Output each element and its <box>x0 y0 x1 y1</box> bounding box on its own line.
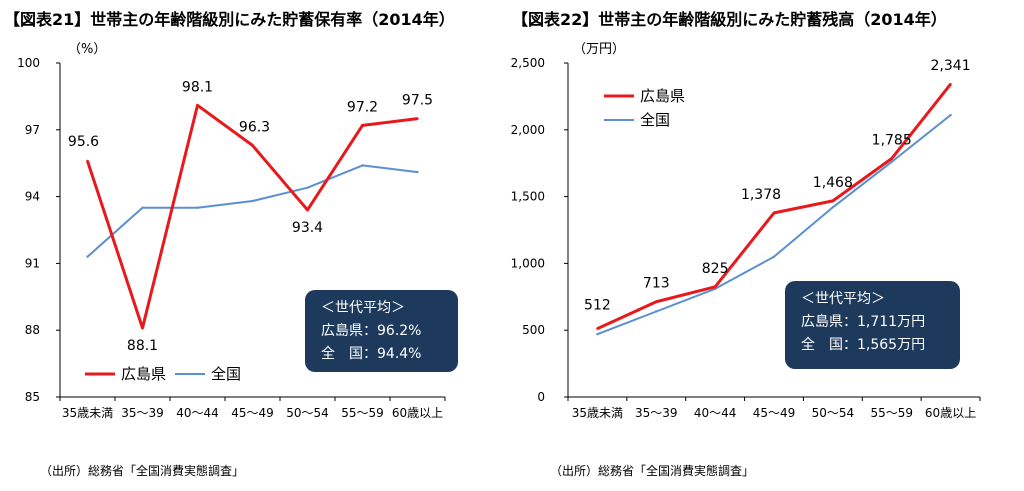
right-series-0-point <box>831 199 835 203</box>
left-series-0-point <box>141 326 144 330</box>
right-series-0-point <box>772 211 776 215</box>
right-series-1-point <box>772 255 776 258</box>
right-y-tick-label: 0 <box>537 390 545 404</box>
right-average-box-line2: 全 国：1,565万円 <box>801 336 925 353</box>
left-x-tick-label: 55～59 <box>341 406 384 420</box>
left-data-label: 98.1 <box>182 79 213 95</box>
left-series-0-point <box>86 159 89 163</box>
right-x-tick-label: 55～59 <box>870 406 913 420</box>
left-series-1-point <box>141 206 144 209</box>
right-data-label: 512 <box>584 298 611 314</box>
right-series-1-point <box>890 160 893 164</box>
right-data-label: 713 <box>643 276 670 292</box>
left-x-tick-label: 60歳以上 <box>392 406 443 420</box>
right-series-0-point <box>655 300 658 303</box>
right-series-1-point <box>596 333 599 336</box>
right-x-tick-label: 50～54 <box>812 406 855 420</box>
left-series-1-point <box>86 255 89 258</box>
left-series-1-point <box>196 206 199 209</box>
left-x-tick-label: 40～44 <box>176 406 219 420</box>
left-data-label: 95.6 <box>68 134 99 150</box>
right-series-1-point <box>831 206 835 209</box>
left-y-tick-label: 94 <box>25 190 40 204</box>
right-series-0-point <box>949 83 952 86</box>
left-average-box-title: ＜世代平均＞ <box>321 300 405 316</box>
right-y-tick-label: 1,000 <box>511 256 545 270</box>
right-data-label: 1,468 <box>813 175 853 191</box>
left-y-tick-label: 88 <box>25 323 40 337</box>
right-x-tick-label: 45～49 <box>753 406 796 420</box>
left-data-label: 93.4 <box>292 220 323 236</box>
left-x-tick-label: 35～39 <box>121 406 164 420</box>
left-average-box <box>305 290 458 372</box>
left-x-tick-label: 35歳未満 <box>62 406 113 420</box>
left-series-1-point <box>416 170 419 174</box>
left-legend-label-0: 広島県 <box>121 365 166 383</box>
left-average-box-line1: 広島県：96.2% <box>321 323 421 339</box>
left-legend-label-1: 全国 <box>211 365 241 383</box>
right-x-tick-label: 35歳未満 <box>572 406 623 420</box>
right-x-tick-label: 35～39 <box>635 406 678 420</box>
right-chart-source: （出所）総務省「全国消費実態調査」 <box>550 464 755 478</box>
right-average-box <box>785 281 960 369</box>
left-data-label: 96.3 <box>239 119 270 135</box>
right-y-tick-label: 2,500 <box>511 56 545 70</box>
right-series-1-point <box>949 113 952 117</box>
right-data-label: 1,785 <box>872 133 912 149</box>
left-x-tick-label: 45～49 <box>231 406 274 420</box>
right-chart: 0 500 1,000 1,500 2,000 2,500 35歳未満 35～39 40～44 4… <box>511 42 981 420</box>
right-y-tick-label: 500 <box>522 323 545 337</box>
left-series-0-point <box>251 144 254 147</box>
left-y-tick-label: 100 <box>17 56 40 70</box>
right-data-label: 2,341 <box>931 58 971 74</box>
left-series-0-point <box>416 117 419 120</box>
right-unit-label: （万円） <box>573 42 625 57</box>
left-y-tick-label: 91 <box>25 256 40 270</box>
right-data-label: 1,378 <box>741 187 781 203</box>
left-chart: 85 88 91 94 97 100 35歳未満 35～39 40～44 45～49 50～54 55… <box>17 42 458 420</box>
right-chart-title: 【図表22】世帯主の年齢階級別にみた貯蓄残高（2014年） <box>512 10 947 29</box>
right-y-tick-label: 2,000 <box>511 123 545 137</box>
left-x-tick-label: 50～54 <box>286 406 329 420</box>
left-chart-title: 【図表21】世帯主の年齢階級別にみた貯蓄保有率（2014年） <box>4 10 455 29</box>
left-data-label: 97.5 <box>402 93 433 109</box>
right-average-box-title: ＜世代平均＞ <box>801 291 885 307</box>
left-average-box-line2: 全 国：94.4% <box>321 345 421 362</box>
left-chart-source: （出所）総務省「全国消費実態調査」 <box>40 464 245 478</box>
right-series-0-point <box>890 157 893 160</box>
left-y-tick-label: 85 <box>25 390 40 404</box>
right-series-0-point <box>596 327 599 330</box>
right-legend-label-1: 全国 <box>640 111 670 129</box>
left-series-line-1 <box>86 164 418 258</box>
left-series-1-point <box>251 199 254 203</box>
left-data-label: 97.2 <box>347 99 378 115</box>
right-series-0-point <box>713 285 717 288</box>
right-data-label: 825 <box>702 261 729 277</box>
left-series-1-point <box>306 186 309 189</box>
right-x-tick-label: 40～44 <box>694 406 737 420</box>
right-legend-label-0: 広島県 <box>640 87 685 105</box>
right-average-box-line1: 広島県：1,711万円 <box>801 314 925 330</box>
left-series-0-point <box>306 208 309 212</box>
right-series-1-point <box>655 310 658 313</box>
left-series-0-point <box>196 104 199 107</box>
right-y-tick-label: 1,500 <box>511 190 545 204</box>
right-x-tick-label: 60歳以上 <box>925 406 976 420</box>
left-unit-label: （%） <box>68 42 106 57</box>
left-data-label: 88.1 <box>127 338 158 354</box>
left-y-tick-label: 97 <box>25 123 40 137</box>
left-series-0-point <box>361 124 364 127</box>
left-series-1-point <box>361 164 364 167</box>
